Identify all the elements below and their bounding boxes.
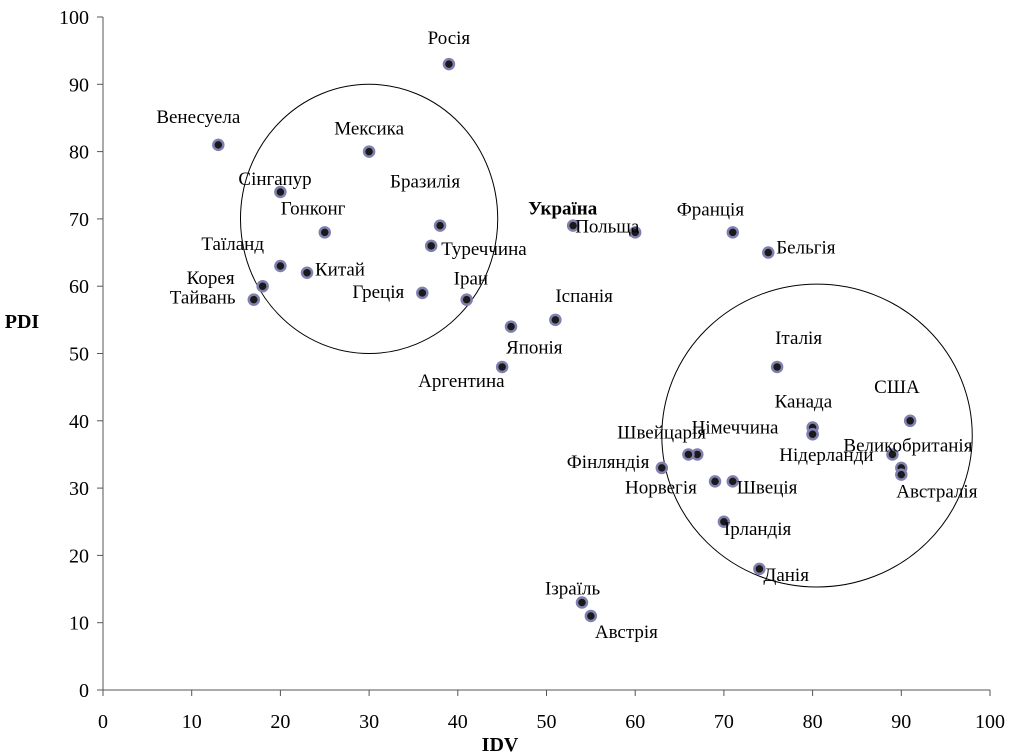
x-tick-label: 0 [98, 711, 108, 733]
data-point [300, 266, 314, 279]
point-label: Венесуела [156, 107, 241, 128]
data-point [566, 219, 580, 232]
data-point [762, 246, 775, 259]
point-label: Японія [506, 338, 563, 359]
data-point [416, 286, 429, 300]
point-label: США [874, 377, 920, 398]
y-tick-label: 100 [59, 7, 89, 29]
point-label: Швеція [737, 477, 798, 498]
data-point [212, 138, 225, 152]
y-tick-label: 0 [79, 680, 89, 702]
point-label: Нідерланди [779, 445, 873, 466]
data-point [770, 360, 784, 374]
x-tick-label: 10 [182, 711, 202, 733]
point-label: Мексика [334, 119, 404, 140]
point-label: Гонконг [281, 198, 346, 219]
x-axis-title: IDV [482, 734, 519, 755]
point-label: Україна [528, 199, 598, 220]
point-label: Великобританія [843, 435, 972, 456]
data-point [628, 226, 642, 239]
data-point [504, 320, 518, 333]
data-point [753, 562, 766, 576]
point-label: Ізраїль [545, 579, 601, 600]
point-label: Корея [187, 268, 235, 289]
cluster-ellipse [661, 283, 973, 588]
x-tick-label: 100 [975, 711, 1005, 733]
data-point [895, 468, 908, 481]
data-point [726, 226, 740, 239]
data-point [256, 279, 269, 293]
point-label: Бразилія [390, 172, 460, 193]
data-point [682, 448, 695, 461]
y-tick-label: 20 [69, 545, 89, 567]
point-label: Австралія [896, 482, 977, 503]
x-tick-label: 60 [625, 711, 645, 733]
y-tick-label: 30 [69, 478, 89, 500]
y-tick-label: 50 [69, 344, 89, 366]
data-point [886, 448, 899, 461]
data-point [424, 239, 438, 253]
point-label: Тайвань [170, 288, 236, 309]
x-tick-label: 90 [891, 711, 911, 733]
data-point [708, 475, 722, 488]
x-tick-label: 80 [803, 711, 823, 733]
x-tick-label: 50 [537, 711, 557, 733]
point-label: Данія [763, 565, 809, 586]
point-label: Фінляндія [567, 452, 650, 473]
y-tick-label: 70 [69, 209, 89, 231]
point-label: Бельгія [776, 238, 836, 259]
point-label: Польща [575, 216, 640, 237]
point-label: Китай [315, 260, 365, 281]
data-point [274, 259, 287, 273]
y-axis-title: PDI [5, 311, 40, 333]
data-point [717, 515, 731, 528]
point-label: Канада [775, 392, 833, 413]
y-tick-label: 10 [69, 613, 89, 635]
point-label: Іран [454, 269, 488, 290]
data-point [362, 145, 376, 158]
point-label: Норвегія [625, 477, 697, 498]
point-label: Австрія [595, 622, 658, 643]
y-tick-label: 60 [69, 276, 89, 298]
point-label: Росія [428, 28, 471, 49]
data-point [584, 609, 598, 623]
data-point [460, 293, 473, 306]
data-point [903, 414, 917, 428]
data-point [274, 185, 287, 199]
data-point [549, 313, 562, 327]
x-tick-label: 30 [359, 711, 379, 733]
data-point [318, 226, 331, 239]
data-point [806, 428, 819, 441]
point-label: Франція [677, 199, 745, 220]
y-tick-label: 80 [69, 142, 89, 164]
point-label: Ірландія [724, 519, 792, 540]
x-tick-label: 20 [270, 711, 290, 733]
x-tick-label: 40 [448, 711, 468, 733]
axes: 0 10 20 30 40 50 60 70 80 90 100 0 10 20 30 40 50 60 70 80 9… [59, 7, 1005, 733]
point-label: Таїланд [201, 234, 264, 255]
point-label: Аргентина [418, 371, 505, 392]
data-point [442, 57, 456, 71]
y-tick-label: 90 [69, 74, 89, 96]
data-points [212, 57, 917, 623]
data-point [575, 596, 589, 609]
data-point [655, 461, 669, 475]
point-label: Туреччина [441, 239, 527, 260]
point-labels: Росія Венесуела Мексика Сінгапур Гонконг Браз… [156, 28, 977, 643]
data-point [247, 293, 261, 306]
point-label: Італія [775, 328, 822, 349]
point-label: Іспанія [555, 286, 613, 307]
point-label: Греція [352, 282, 404, 303]
data-point [495, 360, 509, 374]
point-label: Сінгапур [238, 169, 311, 190]
x-tick-label: 70 [714, 711, 734, 733]
y-tick-label: 40 [69, 411, 89, 433]
cluster-ellipses [239, 83, 973, 588]
cluster-ellipse [239, 83, 499, 354]
point-label: Німеччина [692, 417, 779, 438]
point-label: Швейцарія [617, 422, 706, 443]
data-point [726, 475, 740, 488]
data-point [433, 219, 447, 232]
